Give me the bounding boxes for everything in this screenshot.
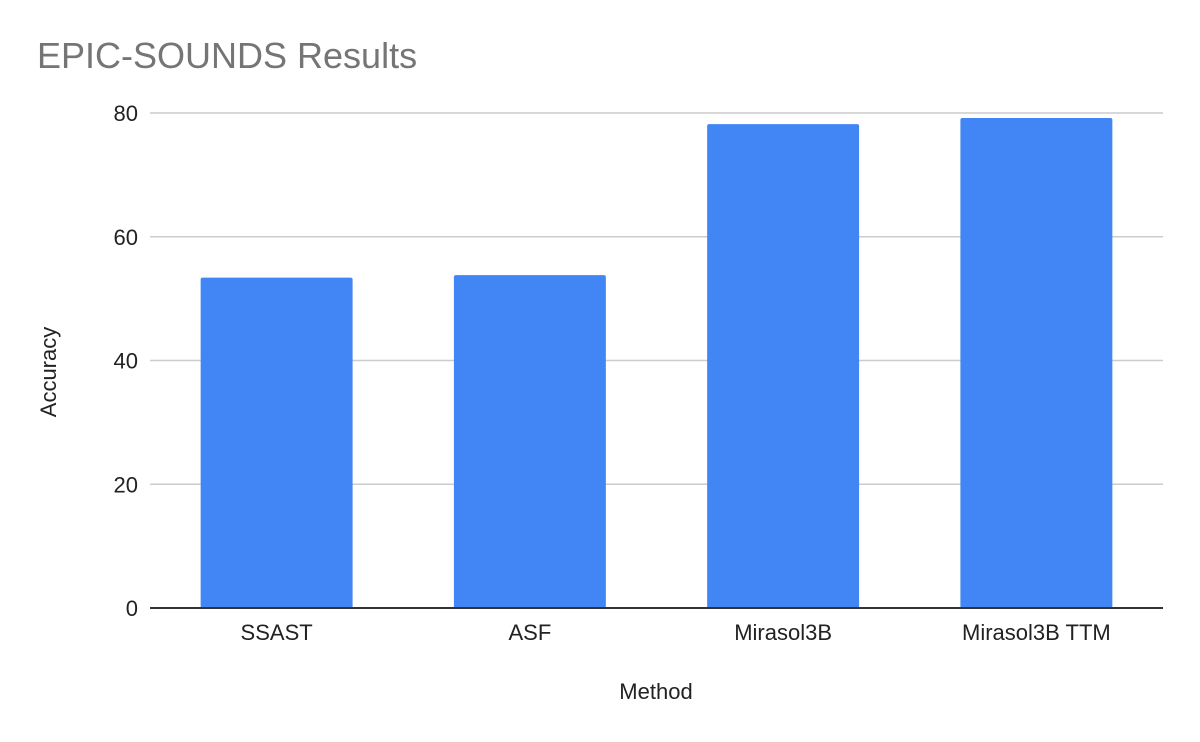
x-tick-label: Mirasol3B TTM <box>962 620 1111 645</box>
y-axis-title: Accuracy <box>36 327 61 417</box>
x-tick-label: ASF <box>508 620 551 645</box>
y-tick-label: 80 <box>114 101 138 126</box>
bars <box>200 117 1113 608</box>
y-tick-label: 40 <box>114 349 138 374</box>
bar-mirasol3b <box>707 124 860 608</box>
y-tick-label: 0 <box>126 596 138 621</box>
x-axis-ticks: SSAST ASF Mirasol3B Mirasol3B TTM <box>241 620 1111 645</box>
y-tick-label: 20 <box>114 472 138 497</box>
x-axis-title: Method <box>619 679 692 704</box>
y-axis-ticks: 0 20 40 60 80 <box>114 101 138 621</box>
y-tick-label: 60 <box>114 225 138 250</box>
bar-asf <box>453 275 606 608</box>
bar-mirasol3b-ttm <box>960 117 1113 608</box>
bar-ssast <box>200 277 353 608</box>
chart-title: EPIC-SOUNDS Results <box>37 35 417 76</box>
x-tick-label: SSAST <box>241 620 313 645</box>
x-tick-label: Mirasol3B <box>734 620 832 645</box>
